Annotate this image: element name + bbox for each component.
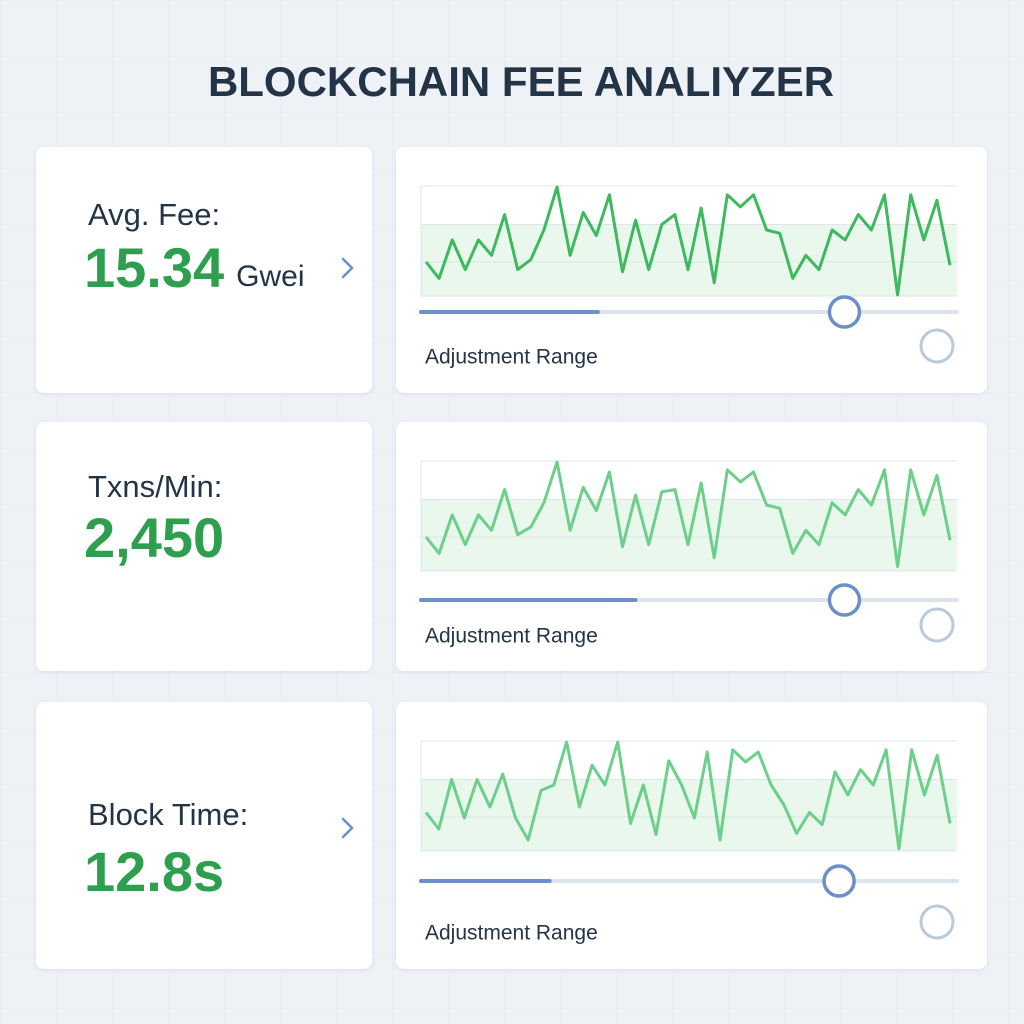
stat-unit: Gwei [236,260,304,293]
stat-label: Block Time: [88,797,248,832]
toggle-button[interactable] [919,328,955,364]
chart-band [421,779,957,851]
slider-caption: Adjustment Range [425,346,598,369]
stat-value: 15.34 [84,236,224,299]
stat-card [36,702,372,969]
chevron[interactable] [341,257,354,279]
slider-knob[interactable] [827,295,862,329]
sparkline [424,185,952,297]
stat-value: 12.8s [84,840,224,903]
slider-caption: Adjustment Range [425,922,598,945]
sparkline [424,460,952,569]
slider-knob[interactable] [822,864,856,898]
stat-card [36,422,372,671]
toggle-button[interactable] [919,904,955,940]
stat-card [36,147,372,393]
stat-value: 2,450 [84,506,224,569]
toggle-button[interactable] [919,607,955,643]
slider-knob[interactable] [827,583,862,617]
page-title: BLOCKCHAIN FEE ANALIYZER [208,58,834,105]
stat-label: Txns/Min: [88,469,222,504]
stat-label: Avg. Fee: [88,197,220,232]
sparkline [424,740,952,851]
slider-caption: Adjustment Range [425,625,598,648]
chevron[interactable] [341,817,354,839]
